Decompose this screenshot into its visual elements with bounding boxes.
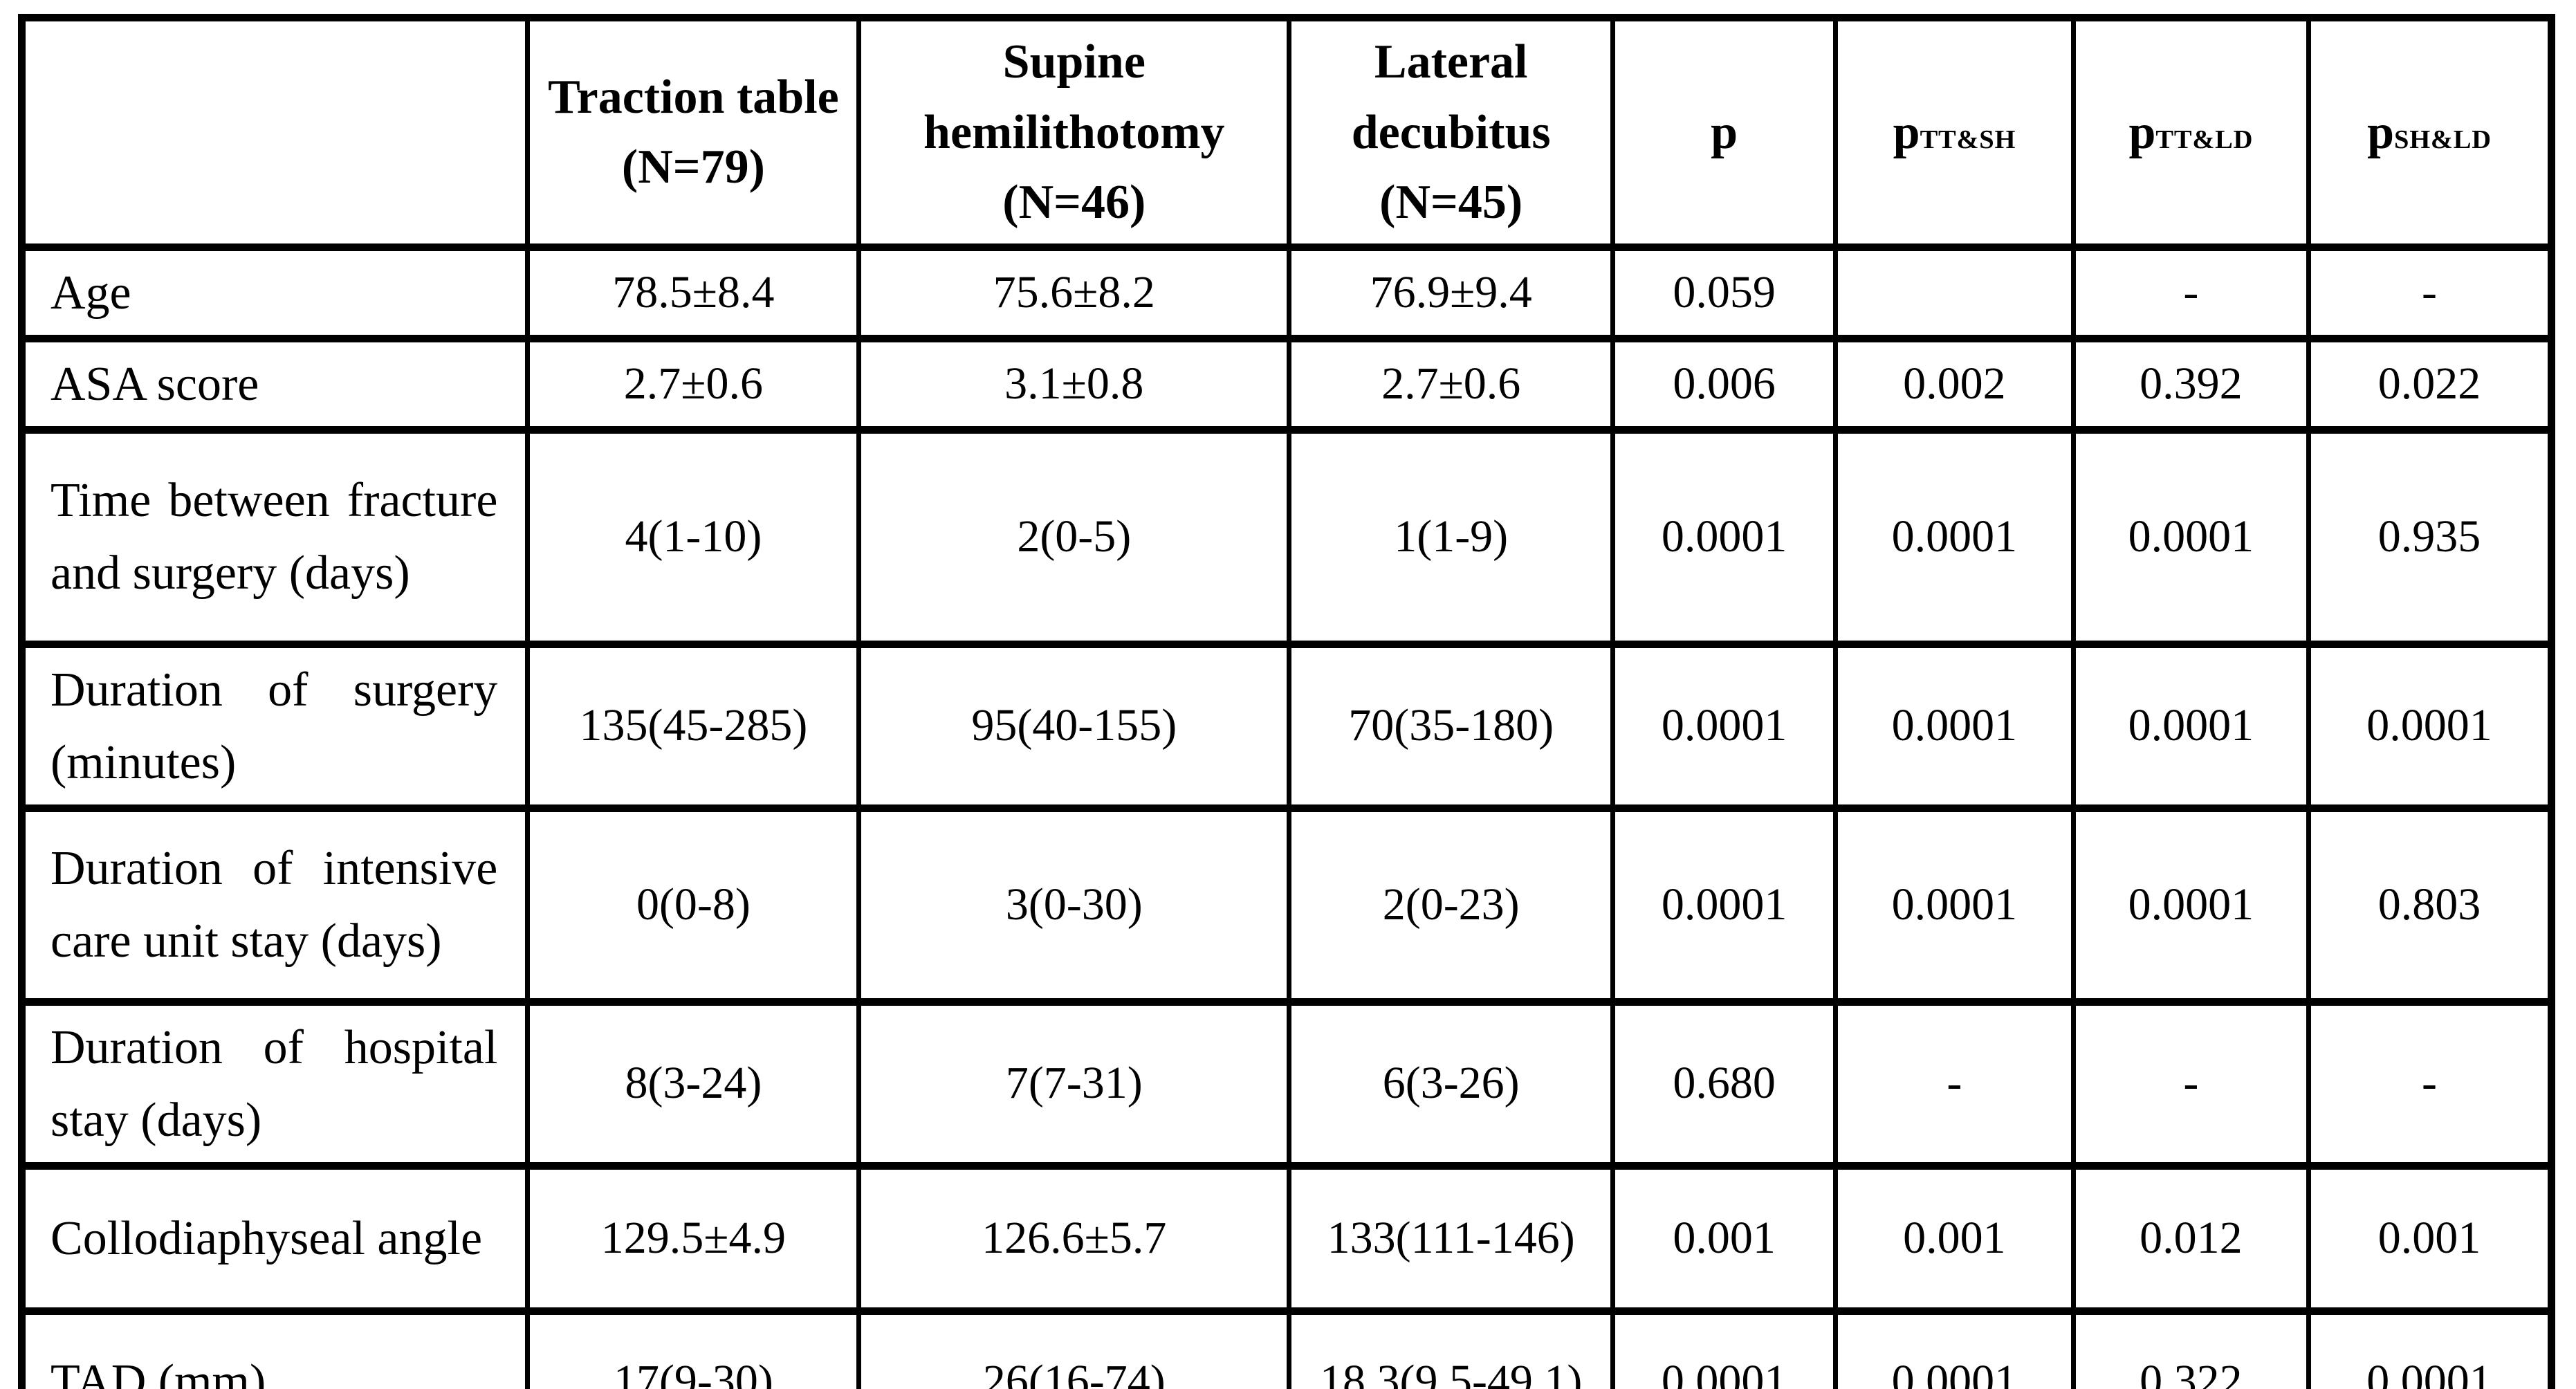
table-cell: - <box>2306 243 2555 342</box>
row-label-collodiaphyseal-angle: Collodiaphyseal angle <box>19 1161 531 1315</box>
header-supine-hemilithotomy: Supine hemilithotomy (N=46) <box>856 14 1292 251</box>
table-cell: 135(45-285) <box>525 640 862 812</box>
table-cell: 2.7±0.6 <box>1287 334 1616 434</box>
table-cell: 2.7±0.6 <box>525 334 862 434</box>
table-cell: 70(35-180) <box>1287 640 1616 812</box>
table-cell: 18.3(9.5-49.1) <box>1287 1307 1616 1389</box>
header-row: Traction table (N=79) Supine hemilithoto… <box>19 14 2555 251</box>
table-cell: 0.680 <box>1610 997 1839 1170</box>
table-cell: 0.0001 <box>1833 425 2076 648</box>
table-cell: 129.5±4.9 <box>525 1161 862 1315</box>
header-traction-table: Traction table (N=79) <box>525 14 862 251</box>
table-row: Duration of intensive care unit stay (da… <box>19 804 2555 1006</box>
row-label-asa-score: ASA score <box>19 334 531 434</box>
table-cell: - <box>2306 997 2555 1170</box>
table-cell: 95(40-155) <box>856 640 1292 812</box>
row-label-duration-of-hospital-stay: Duration of hospital stay (days) <box>19 997 531 1170</box>
table-cell <box>1833 243 2076 342</box>
table-cell: 0.006 <box>1610 334 1839 434</box>
table-cell: 0.0001 <box>2070 804 2311 1006</box>
table-row: Time between fracture and surgery (days)… <box>19 425 2555 648</box>
header-p-tt-ld: pTT&LD <box>2070 14 2311 251</box>
row-label-duration-of-surgery: Duration of surgery (minutes) <box>19 640 531 812</box>
table-cell: 6(3-26) <box>1287 997 1616 1170</box>
row-label-age: Age <box>19 243 531 342</box>
table-cell: 133(111-146) <box>1287 1161 1616 1315</box>
table-cell: 0.0001 <box>1610 1307 1839 1389</box>
table-cell: 0.001 <box>1833 1161 2076 1315</box>
table-cell: 75.6±8.2 <box>856 243 1292 342</box>
table-cell: 0.803 <box>2306 804 2555 1006</box>
table-cell: 0.002 <box>1833 334 2076 434</box>
table-cell: 26(16-74) <box>856 1307 1292 1389</box>
table-row: Duration of surgery (minutes) 135(45-285… <box>19 640 2555 812</box>
table-cell: 0.001 <box>2306 1161 2555 1315</box>
table-cell: 0.0001 <box>2070 425 2311 648</box>
table-cell: 0(0-8) <box>525 804 862 1006</box>
table-cell: 0.0001 <box>1610 804 1839 1006</box>
table-cell: 2(0-5) <box>856 425 1292 648</box>
table-cell: 7(7-31) <box>856 997 1292 1170</box>
table-cell: 2(0-23) <box>1287 804 1616 1006</box>
table-cell: 78.5±8.4 <box>525 243 862 342</box>
table-cell: - <box>2070 997 2311 1170</box>
table-cell: 0.001 <box>1610 1161 1839 1315</box>
table-cell: 0.0001 <box>1610 425 1839 648</box>
table-cell: - <box>2070 243 2311 342</box>
table-row: Duration of hospital stay (days) 8(3-24)… <box>19 997 2555 1170</box>
table-cell: 0.059 <box>1610 243 1839 342</box>
table-cell: 0.935 <box>2306 425 2555 648</box>
table-cell: 8(3-24) <box>525 997 862 1170</box>
table-cell: 3.1±0.8 <box>856 334 1292 434</box>
table-cell: 0.0001 <box>1833 1307 2076 1389</box>
header-p-sh-ld: pSH&LD <box>2306 14 2555 251</box>
table-cell: 0.0001 <box>1610 640 1839 812</box>
table-cell: 0.0001 <box>1833 804 2076 1006</box>
table-cell: 0.0001 <box>2070 640 2311 812</box>
table-cell: 4(1-10) <box>525 425 862 648</box>
table-cell: 0.012 <box>2070 1161 2311 1315</box>
row-label-duration-of-icu-stay: Duration of intensive care unit stay (da… <box>19 804 531 1006</box>
table-cell: 0.0001 <box>2306 1307 2555 1389</box>
header-p: p <box>1610 14 1839 251</box>
table-row: Age 78.5±8.4 75.6±8.2 76.9±9.4 0.059 - - <box>19 243 2555 342</box>
header-p-tt-sh: pTT&SH <box>1833 14 2076 251</box>
table-row: ASA score 2.7±0.6 3.1±0.8 2.7±0.6 0.006 … <box>19 334 2555 434</box>
comparison-table: Traction table (N=79) Supine hemilithoto… <box>18 14 2555 1389</box>
table-cell: - <box>1833 997 2076 1170</box>
row-label-tad: TAD (mm) <box>19 1307 531 1389</box>
table-cell: 1(1-9) <box>1287 425 1616 648</box>
table-cell: 0.392 <box>2070 334 2311 434</box>
table-cell: 0.0001 <box>1833 640 2076 812</box>
table-cell: 0.022 <box>2306 334 2555 434</box>
header-empty <box>19 14 531 251</box>
header-lateral-decubitus: Lateral decubitus (N=45) <box>1287 14 1616 251</box>
table-cell: 0.322 <box>2070 1307 2311 1389</box>
row-label-time-between-fracture-and-surgery: Time between fracture and surgery (days) <box>19 425 531 648</box>
table-cell: 17(9-30) <box>525 1307 862 1389</box>
table-row: TAD (mm) 17(9-30) 26(16-74) 18.3(9.5-49.… <box>19 1307 2555 1389</box>
table-cell: 3(0-30) <box>856 804 1292 1006</box>
table-cell: 126.6±5.7 <box>856 1161 1292 1315</box>
table-cell: 76.9±9.4 <box>1287 243 1616 342</box>
table-cell: 0.0001 <box>2306 640 2555 812</box>
table-row: Collodiaphyseal angle 129.5±4.9 126.6±5.… <box>19 1161 2555 1315</box>
